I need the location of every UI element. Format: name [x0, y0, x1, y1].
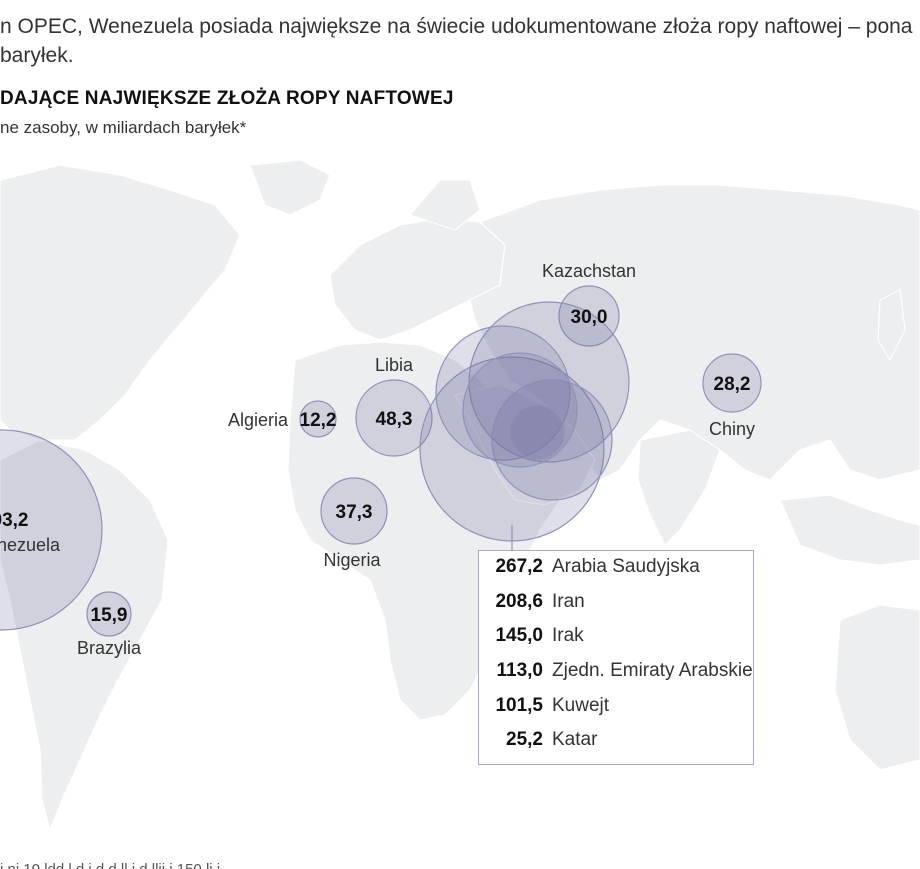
legend-value: 101,5 — [495, 694, 543, 716]
intro-text: n OPEC, Wenezuela posiada największe na … — [0, 12, 913, 70]
footnote: i ni 10 ldd l d i d d ll i d llii i 150 … — [0, 858, 220, 869]
value-algieria: 12,2 — [300, 410, 337, 431]
legend-country: Arabia Saudyjska — [552, 556, 700, 577]
name-brazylia: Brazylia — [77, 638, 142, 658]
value-labels: 03,2 15,9 12,2 48,3 37,3 30,0 28,2 — [0, 307, 750, 626]
land-se-asia — [779, 494, 920, 566]
value-brazylia: 15,9 — [91, 605, 128, 626]
name-algieria: Algieria — [228, 410, 289, 430]
bubble-algieria — [299, 400, 337, 438]
legend-row: 25,2 Katar — [479, 729, 753, 764]
bubble-nigeria — [320, 477, 388, 545]
legend-row: 145,0 Irak — [479, 625, 753, 660]
name-wenezuela: nezuela — [0, 535, 61, 555]
legend-row: 267,2 Arabia Saudyjska — [479, 556, 753, 591]
value-chiny: 28,2 — [714, 374, 751, 395]
land-arabia — [454, 384, 596, 506]
legend-value: 208,6 — [495, 590, 543, 612]
bubble-libia — [355, 379, 433, 457]
legend-country: Katar — [552, 729, 598, 751]
value-wenezuela: 03,2 — [0, 510, 28, 531]
name-kazachstan: Kazachstan — [542, 261, 636, 281]
land-australia — [834, 604, 920, 771]
value-kazachstan: 30,0 — [571, 307, 608, 328]
land-north-america — [0, 164, 241, 441]
land-greenland — [249, 159, 331, 216]
name-chiny: Chiny — [709, 419, 755, 439]
land-south-america — [0, 439, 169, 832]
bubble-wenezuela — [0, 429, 103, 631]
intro-line-2: baryłek. — [0, 44, 74, 67]
value-libia: 48,3 — [376, 409, 413, 430]
land-asia — [469, 184, 920, 481]
country-names: nezuela Brazylia Algieria Libia Nigeria … — [0, 261, 755, 658]
bubble-kuwejt — [462, 352, 578, 468]
bubble-iran — [468, 301, 630, 463]
name-nigeria: Nigeria — [323, 550, 381, 570]
bubble-kazachstan — [558, 285, 620, 347]
legend-country: Iran — [552, 590, 585, 612]
legend-value: 113,0 — [496, 660, 544, 682]
legend-value: 267,2 — [495, 556, 543, 577]
bubble-chiny — [702, 353, 762, 413]
map-subheading: ne zasoby, w miliardach baryłek* — [0, 118, 247, 137]
land-japan — [877, 289, 906, 362]
legend-country: Zjedn. Emiraty Arabskie — [552, 660, 753, 682]
legend-country: Kuwejt — [552, 694, 610, 716]
map-heading: DAJĄCE NAJWIĘKSZE ZŁOŻA ROPY NAFTOWEJ — [0, 88, 454, 109]
value-nigeria: 37,3 — [336, 502, 373, 523]
intro-line-1: n OPEC, Wenezuela posiada największe na … — [0, 15, 913, 38]
gulf-legend-box: 267,2 Arabia Saudyjska 208,6 Iran 145,0 … — [478, 550, 754, 765]
bubble-brazylia — [86, 591, 132, 637]
land-scandinavia — [408, 179, 481, 231]
bubble-irak — [435, 325, 571, 461]
name-libia: Libia — [375, 355, 414, 375]
legend-row: 101,5 Kuwejt — [479, 695, 753, 730]
legend-value: 145,0 — [495, 625, 543, 647]
legend-row: 113,0 Zjedn. Emiraty Arabskie — [479, 660, 753, 695]
bubbles — [0, 285, 762, 637]
legend-value: 25,2 — [506, 729, 543, 751]
legend-country: Irak — [552, 625, 584, 647]
bubble-katar — [509, 404, 565, 460]
land-india — [637, 429, 721, 547]
legend-row: 208,6 Iran — [479, 591, 753, 626]
